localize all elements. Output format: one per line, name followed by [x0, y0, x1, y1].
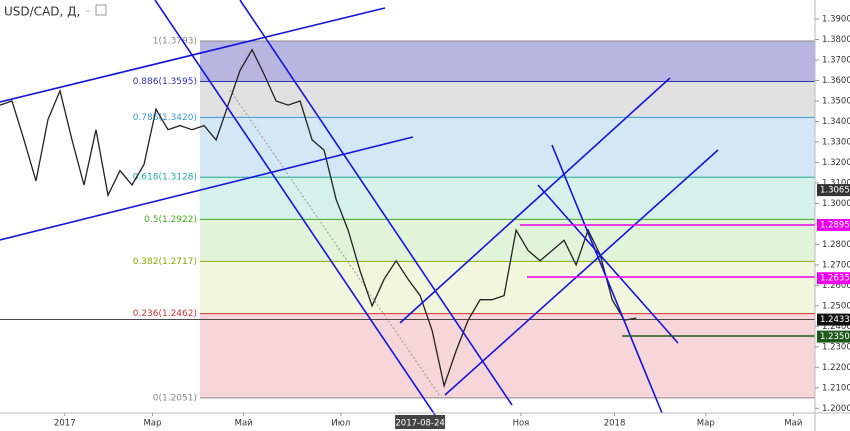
y-tick-label: 1.3300: [822, 137, 850, 147]
price-tag-label: 1.2350: [820, 332, 850, 342]
fib-trend: [229, 89, 441, 397]
fib-zone: [200, 313, 815, 398]
x-tick-label: Май: [235, 419, 253, 429]
fib-label: 0.886(1.3595): [133, 77, 197, 87]
y-tick-label: 1.3500: [822, 96, 850, 106]
trend-line: [551, 144, 663, 414]
price-tag: [817, 272, 850, 285]
y-tick-label: 1.3700: [822, 56, 850, 66]
fib-label: 0.786(1.3420): [133, 113, 197, 123]
fib-label: 1(1.3793): [153, 36, 197, 46]
price-tag-label: 1.2895: [820, 220, 850, 230]
trend-line: [239, 0, 513, 406]
y-tick-label: 1.2700: [822, 260, 850, 270]
fib-zone: [200, 40, 815, 82]
fib-zone: [200, 177, 815, 220]
trend-line: [154, 0, 436, 416]
header-bg: [0, 0, 110, 22]
y-tick-label: 1.3400: [822, 117, 850, 127]
price-tag-label: 1.3065: [820, 186, 850, 196]
y-tick-label: 1.3200: [822, 158, 850, 168]
fib-label: 0.5(1.2922): [144, 215, 197, 225]
x-tick-label: Май: [784, 419, 802, 429]
y-tick-label: 1.3600: [822, 76, 850, 86]
price-tag: [817, 313, 850, 326]
trend-line: [537, 184, 679, 344]
price-tag: [817, 218, 850, 231]
symbol-title: USD/CAD, Д,: [4, 5, 80, 19]
y-tick-label: 1.3100: [822, 178, 850, 188]
x-tick-label: Июл: [331, 419, 350, 429]
price-line: [0, 48, 637, 389]
x-tick-label: Ноя: [513, 419, 530, 429]
price-layer: [0, 48, 815, 389]
y-tick-label: 1.2100: [822, 383, 850, 393]
fib-zones: 1(1.3793) 0.886(1.3595) 0.786(1.3420) 0.618…: [133, 36, 815, 403]
trend-line: [399, 77, 671, 324]
title-dash: -: [86, 4, 90, 17]
fib-zone: [200, 81, 815, 118]
y-tick-label: 1.2300: [822, 342, 850, 352]
fib-zone: [200, 117, 815, 178]
y-tick-label: 1.3800: [822, 35, 850, 45]
y-tick-label: 1.2400: [822, 322, 850, 332]
trend-line: [444, 149, 719, 396]
price-tag-label: 1.2635: [820, 274, 850, 284]
y-tick-label: 1.2200: [822, 363, 850, 373]
x-tick-label: Мар: [143, 419, 161, 429]
x-tick-label: Мар: [697, 419, 715, 429]
y-tick-label: 1.2000: [822, 404, 850, 414]
y-tick-label: 1.2600: [822, 281, 850, 291]
y-tick-label: 1.2800: [822, 240, 850, 250]
x-tick-highlight: [395, 415, 446, 429]
x-tick-label: 2017-08-24: [395, 419, 444, 429]
price-tag: [817, 184, 850, 197]
drawings: [0, 0, 815, 416]
fib-zone: [200, 261, 815, 314]
price-tag-label: 1.2433: [820, 315, 850, 325]
fib-label: 0.236(1.2462): [133, 309, 197, 319]
price-tag: [817, 330, 850, 343]
axes: 1.2000 1.2100 1.2200 1.2300 1.2400 1.2500 1.26…: [54, 15, 850, 429]
x-tick-label: 2017: [54, 419, 76, 429]
y-tick-label: 1.2500: [822, 301, 850, 311]
settings-icon[interactable]: [95, 4, 107, 16]
fib-label: 0.382(1.2717): [133, 257, 197, 267]
y-tick-label: 1.3900: [822, 15, 850, 25]
fib-label: 0.618(1.3128): [133, 173, 197, 183]
x-tick-label: 2018: [604, 419, 626, 429]
fib-label: 0(1.2051): [153, 393, 197, 403]
y-tick-label: 1.3000: [822, 199, 850, 209]
